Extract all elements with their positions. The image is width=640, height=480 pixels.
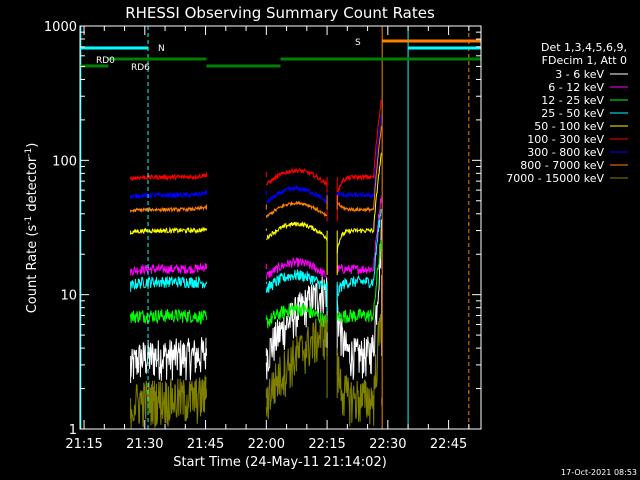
legend-header-line-1: Det 1,3,4,5,6,9, [541, 41, 627, 54]
n-label: N [158, 44, 165, 54]
series-line-8-segment-1 [130, 204, 207, 214]
timestamp: 17-Oct-2021 08:53 [561, 468, 637, 477]
series-line-6-segment-3 [336, 99, 382, 200]
series-line-2-segment-3 [336, 196, 382, 275]
series-line-3-segment-1 [130, 309, 207, 325]
rd0-label: RD0 [96, 56, 115, 66]
legend-label-1: 3 - 6 keV [555, 68, 604, 81]
x-tick-label: 22:15 [308, 437, 345, 452]
legend-label-8: 800 - 7000 keV [520, 159, 604, 172]
series-line-7-segment-1 [130, 190, 207, 199]
legend: Det 1,3,4,5,6,9, FDecim 1, Att 0 3 - 6 k… [506, 41, 628, 185]
x-tick-label: 21:15 [65, 437, 102, 452]
y-axis: 1 10 100 1000 [44, 20, 481, 438]
y-tick-label: 100 [52, 154, 77, 169]
y-axis-label-sup2: -1 [24, 148, 34, 157]
series-line-7-segment-3 [336, 114, 382, 199]
x-axis-label: Start Time (24-May-11 21:14:02) [173, 455, 387, 470]
series-line-5-segment-2 [266, 221, 328, 242]
series-line-1-segment-3 [336, 219, 382, 380]
legend-label-4: 25 - 50 keV [541, 107, 604, 120]
series-line-9-segment-3 [336, 314, 382, 427]
series-line-8-segment-3 [336, 126, 382, 214]
s-label: S [355, 38, 361, 48]
legend-label-2: 6 - 12 keV [548, 81, 604, 94]
legend-label-3: 12 - 25 keV [541, 94, 604, 107]
series-line-2-segment-2 [265, 256, 328, 280]
series-line-5-segment-1 [130, 226, 207, 235]
legend-label-7: 300 - 800 keV [527, 146, 604, 159]
series-line-3-segment-2 [265, 302, 328, 329]
x-tick-label: 21:45 [187, 437, 224, 452]
series-line-3-segment-3 [336, 240, 382, 324]
legend-label-5: 50 - 100 keV [534, 120, 604, 133]
y-axis-label: Count Rate (s-1 detector-1) [24, 143, 40, 314]
series-line-5-segment-3 [336, 152, 382, 254]
y-tick-label: 10 [60, 289, 77, 304]
series-line-8-segment-2 [265, 201, 328, 218]
y-axis-label-main: Count Rate (s [25, 225, 40, 314]
series-line-4-segment-2 [265, 269, 328, 293]
y-axis-label-sup1: -1 [24, 216, 34, 225]
series-line-7-segment-2 [265, 184, 328, 204]
series-line-6-segment-1 [130, 172, 207, 182]
chart-title: RHESSI Observing Summary Count Rates [125, 4, 435, 22]
plot-area [130, 99, 383, 429]
series-line-4-segment-3 [336, 209, 382, 297]
x-tick-label: 21:30 [126, 437, 163, 452]
series-line-2-segment-1 [130, 262, 207, 276]
plot-frame [79, 25, 482, 430]
x-tick-label: 22:30 [369, 437, 406, 452]
legend-header-line-2: FDecim 1, Att 0 [542, 54, 627, 67]
legend-label-9: 7000 - 15000 keV [506, 172, 604, 185]
y-tick-label: 1000 [44, 20, 77, 35]
series-line-4-segment-1 [130, 275, 207, 290]
x-axis: 21:15 21:30 21:45 22:00 22:15 22:30 22:45 [65, 26, 470, 452]
series-line-1-segment-1 [130, 337, 207, 381]
series-line-6-segment-2 [265, 167, 328, 187]
x-tick-label: 22:00 [248, 437, 285, 452]
y-axis-label-end: ) [25, 143, 40, 148]
series-line-1-segment-2 [265, 276, 328, 380]
legend-label-6: 100 - 300 keV [527, 133, 604, 146]
y-tick-label: 1 [69, 423, 77, 438]
series-line-9-segment-2 [265, 314, 328, 420]
x-tick-label: 22:45 [430, 437, 467, 452]
y-axis-label-mid: detector [25, 156, 40, 216]
series-line-9-segment-1 [130, 375, 207, 429]
state-bars: RD0 RD6 N S [80, 26, 481, 429]
rd6-label: RD6 [131, 63, 150, 73]
